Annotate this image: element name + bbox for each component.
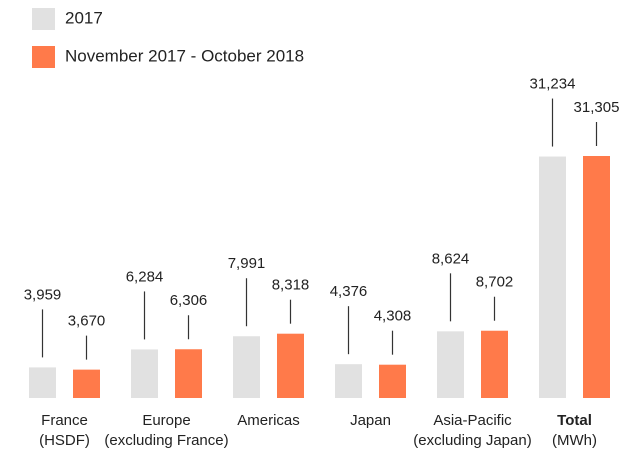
bar (481, 330, 508, 398)
bar (335, 364, 362, 398)
value-label: 4,376 (330, 283, 368, 300)
value-label: 8,702 (476, 274, 514, 291)
value-label: 6,284 (126, 268, 164, 285)
value-label: 6,306 (170, 292, 208, 309)
legend-label: 2017 (65, 8, 103, 27)
x-tick-label: Asia-Pacific (433, 412, 512, 429)
bar (233, 336, 260, 398)
x-tick-label: France (41, 412, 88, 429)
x-tick-label: Americas (237, 412, 300, 429)
value-label: 8,624 (432, 250, 470, 267)
bar (73, 369, 100, 398)
legend-swatch (32, 8, 55, 30)
value-label: 31,234 (530, 76, 576, 93)
value-label: 3,670 (68, 313, 106, 330)
bar (29, 367, 56, 398)
bar (379, 364, 406, 398)
x-tick-label: Total (557, 412, 592, 429)
bar (539, 156, 566, 398)
value-label: 4,308 (374, 308, 412, 325)
value-label: 7,991 (228, 255, 266, 272)
x-tick-label: (HSDF) (39, 432, 90, 449)
bar (175, 349, 202, 398)
value-label: 8,318 (272, 277, 310, 294)
bar (583, 156, 610, 398)
bar (437, 331, 464, 398)
bar (131, 349, 158, 398)
bar (277, 333, 304, 398)
x-tick-label: Japan (350, 412, 391, 429)
legend-label: November 2017 - October 2018 (65, 46, 304, 65)
x-tick-label: (excluding France) (104, 432, 228, 449)
value-label: 31,305 (574, 99, 620, 116)
x-tick-label: (MWh) (552, 432, 597, 449)
value-label: 3,959 (24, 286, 62, 303)
x-tick-label: (excluding Japan) (413, 432, 531, 449)
x-tick-label: Europe (142, 412, 190, 429)
legend-swatch (32, 46, 55, 68)
